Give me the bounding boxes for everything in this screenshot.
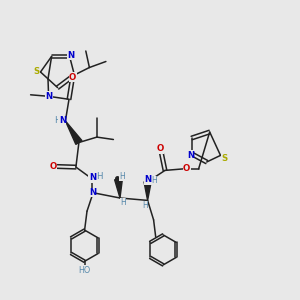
Text: H: H xyxy=(151,176,157,185)
Text: S: S xyxy=(221,154,227,163)
Text: O: O xyxy=(183,164,190,173)
Text: N: N xyxy=(187,151,194,160)
Text: H: H xyxy=(120,198,126,207)
Text: H: H xyxy=(96,172,102,181)
Text: S: S xyxy=(34,67,40,76)
Text: N: N xyxy=(144,176,151,184)
Text: N: N xyxy=(89,188,96,197)
Text: H: H xyxy=(54,116,60,125)
Text: O: O xyxy=(69,73,76,82)
Text: H: H xyxy=(142,201,148,210)
Text: O: O xyxy=(157,144,164,153)
Text: N: N xyxy=(67,51,74,60)
Text: H: H xyxy=(119,172,125,181)
Text: O: O xyxy=(50,162,57,171)
Text: N: N xyxy=(45,92,52,101)
Polygon shape xyxy=(144,182,151,200)
Polygon shape xyxy=(115,179,122,198)
Text: HO: HO xyxy=(79,266,91,275)
Text: N: N xyxy=(89,173,96,182)
Text: N: N xyxy=(59,116,66,125)
Polygon shape xyxy=(65,121,82,144)
